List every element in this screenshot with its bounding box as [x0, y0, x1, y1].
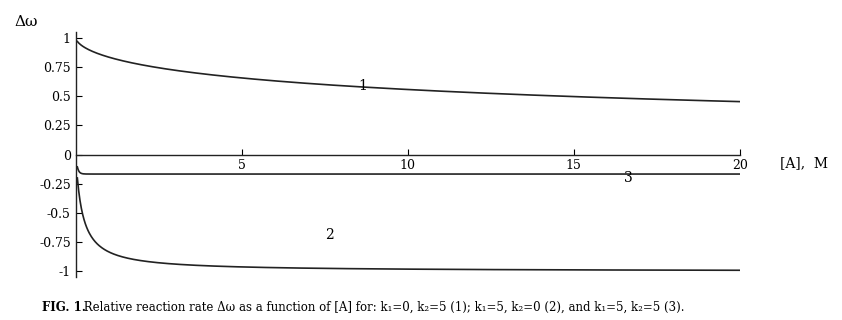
Text: 2: 2 [325, 228, 333, 242]
Text: 3: 3 [624, 171, 632, 185]
Text: Relative reaction rate Δω as a function of [A] for: k₁=0, k₂=5 (1); k₁=5, k₂=0 (: Relative reaction rate Δω as a function … [80, 300, 685, 314]
Text: FIG. 1.: FIG. 1. [42, 300, 86, 314]
Text: 1: 1 [358, 79, 367, 93]
Text: [A],  M: [A], M [780, 156, 828, 170]
Text: Δω: Δω [14, 15, 38, 29]
